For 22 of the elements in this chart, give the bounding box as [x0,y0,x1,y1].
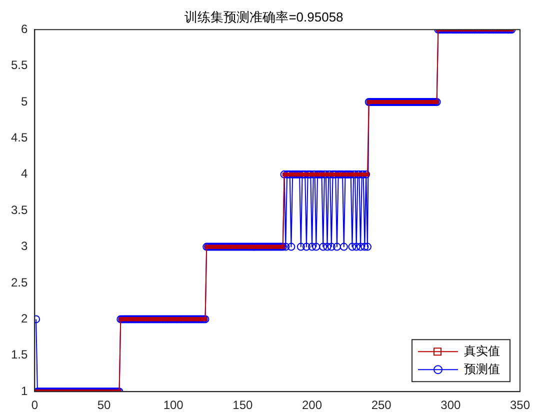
y-tick-label: 2 [20,312,28,326]
y-tick-label: 5 [20,94,28,108]
chart-title: 训练集预测准确率=0.95058 [184,9,344,24]
x-tick-label: 300 [440,398,461,412]
x-tick-label: 350 [510,398,530,412]
y-tick-label: 1.5 [10,348,28,362]
y-tick-label: 3.5 [10,202,28,217]
x-tick-label: 250 [371,398,392,412]
y-tick-label: 4 [20,166,28,181]
y-tick-label: 6 [20,22,28,36]
y-tick-label: 1 [20,384,28,398]
y-tick-label: 5.5 [10,58,28,72]
x-tick-label: 150 [232,398,254,412]
x-tick-label: 50 [97,398,112,412]
legend-label: 真实值 [464,344,500,358]
x-tick-label: 200 [302,398,322,412]
y-tick-label: 3 [20,239,28,254]
legend-label: 预测值 [464,362,500,376]
x-tick-label: 0 [31,398,38,412]
y-tick-label: 4.5 [10,130,28,145]
y-tick-label: 2.5 [10,275,28,290]
x-tick-label: 100 [163,398,184,412]
